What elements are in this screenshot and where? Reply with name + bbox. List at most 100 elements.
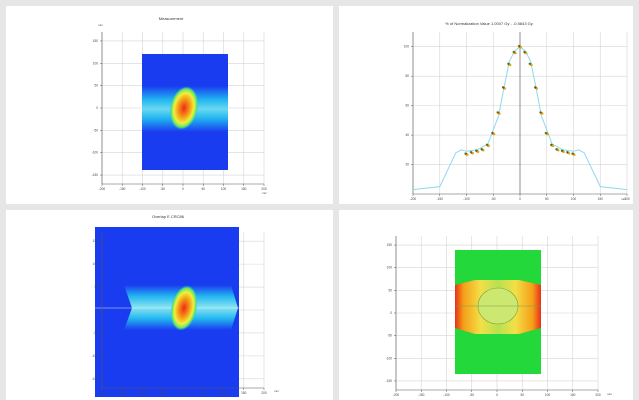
x-tick-label: 200 [261,187,267,191]
y-tick-label: -50 [93,331,98,335]
y-tick-label: -150 [92,377,99,381]
y-tick-label: 60 [405,104,409,108]
y-tick-label: 50 [388,288,392,292]
profile-marker [535,87,539,90]
x-tick-label: -50 [491,197,496,201]
y-tick-label: 40 [405,133,409,137]
x-tick-label: 150 [598,197,604,201]
overlap-chart: Overlap E CRC86 [92,214,279,397]
profile-marker [514,52,517,55]
x-axis-unit: mm [262,191,267,195]
x-tick-label: 200 [261,391,267,395]
panel-overlap: Overlap E CRC86 [6,210,333,400]
panel-measurement: Measurement [6,6,333,204]
profile-marker [525,52,528,55]
y-tick-label: -100 [386,356,393,360]
chart-title: % of Normalization Value 1.0007 Gy - -0.… [445,21,533,26]
x-tick-label: 50 [201,391,205,395]
hot-spot [169,86,199,130]
x-tick-label: 0 [182,391,184,395]
y-tick-label: 100 [387,266,393,270]
y-tick-label: -50 [93,128,98,132]
axes [411,32,628,196]
profile-marker [557,149,560,152]
profile-markers [464,44,576,157]
dose-map [142,54,228,170]
y-tick-label: 20 [405,163,409,167]
x-tick-label: -200 [393,393,400,397]
x-tick-label: 0 [519,197,521,201]
y-tick-label: -50 [387,334,392,338]
x-axis-unit: mm [274,389,279,393]
profile-marker [482,149,485,152]
x-tick-label: 100 [221,391,227,395]
y-tick-label: 50 [94,285,98,289]
y-tick-label: 0 [96,106,98,110]
x-tick-label: -200 [99,391,106,395]
x-tick-label: -50 [469,393,474,397]
x-tick-labels: -200 -150 -100 -50 0 50 100 150 200 [99,391,267,395]
x-tick-label: -150 [119,391,126,395]
x-tick-label: 100 [221,187,227,191]
gamma-chart: -200 -150 -100 -50 0 50 100 150 200 150 100 50 0 -50… [386,236,612,397]
x-tick-label: -100 [139,187,146,191]
axes [100,32,265,186]
profile-marker [519,46,523,49]
x-tick-label: 100 [545,393,551,397]
x-tick-label: -150 [437,197,444,201]
x-tick-label: -150 [418,393,425,397]
profile-marker [541,112,544,115]
x-tick-label: 0 [496,393,498,397]
x-tick-label: 150 [241,391,247,395]
x-tick-label: -200 [99,187,106,191]
dose-map [455,250,541,374]
profile-marker [562,150,565,154]
x-tick-labels: -200 -150 -100 -50 0 50 100 150 200 [410,197,630,201]
y-tick-label: 100 [404,45,410,49]
y-tick-label: 150 [93,239,99,243]
x-tick-label: 50 [520,393,524,397]
x-axis-unit: mm [607,392,612,396]
profile-marker [551,144,555,148]
x-tick-label: 100 [571,197,577,201]
x-tick-label: 200 [595,393,601,397]
x-tick-label: -200 [410,197,417,201]
y-tick-labels: 150 100 50 0 -50 -100 -150 [92,39,99,177]
profile-marker [567,152,571,155]
x-tick-label: 150 [241,187,247,191]
y-tick-label: 80 [405,74,409,78]
x-tick-label: -150 [119,187,126,191]
y-axis-unit: mm [98,23,103,27]
measurement-chart: Measurement [92,16,268,195]
x-tick-label: -100 [463,197,470,201]
y-tick-label: -100 [92,354,99,358]
y-tick-label: -150 [92,173,99,177]
profile-marker [476,150,480,154]
y-tick-label: 150 [387,243,393,247]
profile-marker [509,63,512,67]
profile-marker [546,133,549,136]
axes [100,232,265,390]
profile-marker [471,152,474,155]
profile-marker [530,63,533,67]
x-tick-labels: -200 -150 -100 -50 0 50 100 150 200 [393,393,601,397]
x-tick-label: -100 [443,393,450,397]
hot-spot [170,285,198,331]
x-tick-label: 150 [570,393,576,397]
x-tick-label: -50 [160,391,165,395]
y-tick-labels: 150 100 50 0 -50 -100 -150 [92,239,99,381]
y-tick-label: -150 [386,379,393,383]
x-tick-labels: -200 -150 -100 -50 0 50 100 150 200 [99,187,267,191]
profile-chart: % of Normalization Value 1.0007 Gy - -0.… [404,21,630,201]
x-tick-label: -100 [139,391,146,395]
panel-profile: % of Normalization Value 1.0007 Gy - -0.… [339,6,633,204]
y-tick-label: 0 [390,311,392,315]
x-tick-label: -50 [160,187,165,191]
panel-gamma: -200 -150 -100 -50 0 50 100 150 200 150 100 50 0 -50… [339,210,633,400]
profile-marker [503,87,507,90]
dose-map [95,227,239,397]
chart-title: Measurement [159,16,184,21]
profile-marker [498,112,501,115]
axes [394,236,599,392]
profile-marker [487,144,490,148]
